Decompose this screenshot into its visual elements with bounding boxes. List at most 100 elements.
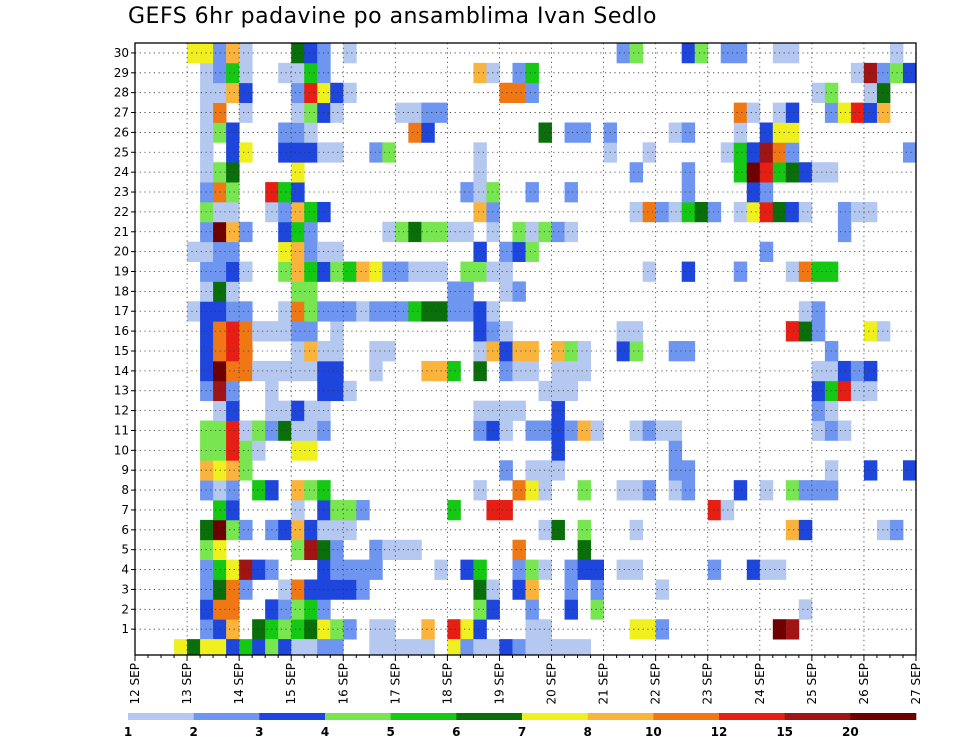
heatmap-cell [330, 102, 344, 123]
heatmap-cell [369, 619, 383, 640]
heatmap-cell [200, 62, 214, 84]
heatmap-cell [291, 82, 305, 104]
x-tick-label: 27 SEP [909, 663, 923, 705]
heatmap-cell [473, 261, 487, 282]
legend-label: 7 [518, 725, 526, 739]
strip-cell [213, 639, 227, 655]
strip-cell [187, 639, 201, 655]
heatmap-cell [863, 102, 878, 123]
heatmap-cell [226, 241, 240, 262]
heatmap-cell [681, 341, 696, 362]
heatmap-cell [564, 420, 578, 441]
heatmap-cell [538, 480, 552, 501]
heatmap-cell [512, 341, 526, 362]
heatmap-cell [226, 281, 240, 302]
heatmap-cell [811, 400, 826, 421]
heatmap-cell [629, 341, 644, 362]
heatmap-cell [343, 500, 357, 521]
heatmap-cell [330, 321, 344, 342]
heatmap-cell [473, 619, 487, 640]
heatmap-cell [473, 241, 487, 262]
heatmap-cell [304, 360, 318, 382]
heatmap-cell [291, 619, 305, 640]
heatmap-cell [512, 221, 526, 243]
heatmap-cell [330, 539, 344, 561]
heatmap-cell [811, 360, 826, 382]
heatmap-cell [200, 619, 214, 640]
heatmap-cell [798, 480, 813, 501]
heatmap-cell [876, 519, 891, 541]
heatmap-cell [837, 360, 852, 382]
heatmap-cell [226, 480, 240, 501]
heatmap-cell [473, 301, 487, 322]
heatmap-cell [239, 142, 253, 163]
y-tick-label: 7 [121, 503, 129, 517]
heatmap-cell [798, 599, 813, 620]
heatmap-cell [226, 360, 240, 382]
y-tick-label: 21 [114, 225, 129, 239]
heatmap-cell [239, 579, 253, 600]
heatmap-cell [226, 341, 240, 362]
strip-cell [200, 639, 214, 655]
chart-title: GEFS 6hr padavine po ansamblima Ivan Sed… [128, 4, 657, 29]
heatmap-cell [785, 142, 800, 163]
heatmap-cell [330, 142, 344, 163]
heatmap-cell [408, 221, 422, 243]
heatmap-cell [226, 62, 240, 84]
heatmap-cell [226, 162, 240, 183]
heatmap-cell [226, 221, 240, 243]
heatmap-cell [447, 301, 461, 322]
heatmap-cell [304, 122, 318, 143]
heatmap-cell [291, 281, 305, 302]
heatmap-cell [343, 519, 357, 541]
heatmap-cell [499, 460, 513, 481]
heatmap-cell [447, 360, 461, 382]
heatmap-cell [681, 261, 696, 282]
heatmap-cell [252, 321, 266, 342]
heatmap-cell [577, 559, 591, 580]
heatmap-cell [499, 400, 513, 421]
heatmap-cell [239, 360, 253, 382]
y-tick-label: 17 [114, 304, 129, 318]
heatmap-cell [343, 261, 357, 282]
y-tick-label: 25 [114, 145, 129, 159]
strip-cell [304, 639, 318, 655]
heatmap-cell [759, 241, 774, 262]
heatmap-cell [668, 341, 683, 362]
heatmap-cell [525, 559, 539, 580]
heatmap-cell [330, 559, 344, 580]
heatmap-cell [525, 360, 539, 382]
heatmap-cell [239, 460, 253, 481]
heatmap-cell [642, 142, 657, 163]
heatmap-cell [226, 559, 240, 580]
heatmap-cell [408, 539, 422, 561]
heatmap-cell [200, 519, 214, 541]
heatmap-cell [226, 380, 240, 402]
heatmap-cell [187, 43, 201, 64]
heatmap-cell [200, 360, 214, 382]
heatmap-cell [343, 301, 357, 322]
heatmap-cell [200, 182, 214, 203]
heatmap-cell [850, 201, 865, 223]
heatmap-cell [408, 122, 422, 143]
heatmap-cell [837, 420, 852, 441]
heatmap-cell [330, 82, 344, 104]
heatmap-cell [629, 559, 644, 580]
heatmap-cell [369, 539, 383, 561]
heatmap-cell [226, 182, 240, 203]
heatmap-cell [759, 201, 774, 223]
legend-swatch [850, 713, 917, 720]
strip-cell [330, 639, 344, 655]
heatmap-cell [304, 43, 318, 64]
heatmap-cell [330, 500, 344, 521]
x-tick-label: 16 SEP [336, 663, 350, 705]
heatmap-cell [226, 122, 240, 143]
heatmap-cell [759, 142, 774, 163]
heatmap-cell [499, 241, 513, 262]
heatmap-cell [200, 599, 214, 620]
heatmap-cell [330, 341, 344, 362]
heatmap-cell [811, 380, 826, 402]
legend-swatch [390, 713, 457, 720]
heatmap-cell [525, 599, 539, 620]
heatmap-cell [291, 261, 305, 282]
